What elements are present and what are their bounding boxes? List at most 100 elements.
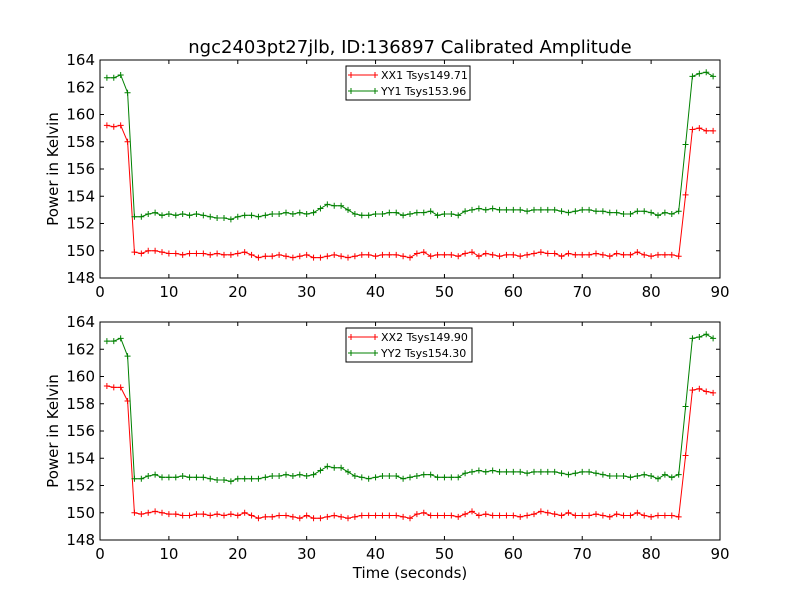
y-tick-label: 156: [66, 160, 95, 178]
legend-marker: [372, 334, 378, 340]
data-point: [200, 212, 207, 219]
data-point: [331, 251, 338, 258]
data-point: [296, 515, 303, 522]
data-point: [179, 472, 186, 479]
data-point: [145, 210, 152, 217]
data-point: [572, 208, 579, 215]
legend: [345, 65, 471, 101]
data-point: [386, 209, 393, 216]
data-point: [565, 509, 572, 516]
data-point: [531, 468, 537, 475]
data-point: [186, 212, 193, 219]
data-point: [455, 474, 462, 481]
data-point: [351, 472, 358, 479]
data-point: [131, 213, 138, 220]
data-point: [462, 470, 469, 477]
data-point: [606, 513, 613, 520]
data-point: [420, 509, 427, 516]
y-tick-label: 148: [66, 531, 95, 549]
data-point: [407, 515, 413, 522]
data-point: [407, 210, 413, 217]
data-point: [641, 512, 648, 519]
data-point: [345, 468, 351, 475]
data-point: [365, 212, 372, 219]
data-point: [351, 210, 358, 217]
data-point: [655, 251, 661, 258]
data-point: [145, 472, 152, 479]
x-tick-label: 20: [228, 283, 247, 301]
data-point: [331, 512, 338, 519]
data-point: [427, 253, 434, 260]
data-point: [303, 472, 310, 479]
y-tick-label: 164: [66, 51, 95, 69]
data-point: [551, 250, 558, 257]
data-point: [221, 215, 227, 222]
data-point: [310, 471, 317, 478]
data-point: [475, 205, 482, 212]
data-point: [358, 251, 365, 258]
data-point: [599, 208, 606, 215]
data-point: [565, 471, 572, 478]
data-point: [179, 251, 186, 258]
data-point: [689, 126, 696, 133]
data-point: [682, 452, 689, 459]
data-point: [586, 468, 593, 475]
data-point: [372, 210, 379, 217]
data-point: [262, 513, 269, 520]
data-point: [482, 511, 489, 518]
y-tick-label: 160: [66, 106, 95, 124]
legend-label: XX1 Tsys149.71: [381, 69, 468, 82]
data-point: [606, 472, 613, 479]
bottom-panel: 0 10 20 30 40 50 60 70 80 90 148 150 152 154 156 158 160…: [44, 313, 730, 563]
data-point: [668, 210, 675, 217]
data-point: [296, 471, 303, 478]
data-point: [165, 250, 172, 257]
data-point: [379, 251, 386, 258]
data-point: [627, 251, 634, 258]
data-point: [324, 463, 331, 470]
chart-title: ngc2403pt27jlb, ID:136897 Calibrated Amp…: [188, 37, 631, 58]
data-point: [124, 138, 131, 145]
data-point: [668, 251, 675, 258]
data-point: [221, 477, 227, 484]
data-point: [661, 471, 668, 478]
data-point: [703, 388, 710, 395]
data-point: [655, 475, 661, 482]
data-point: [627, 210, 634, 217]
data-point: [172, 511, 179, 518]
data-point: [537, 508, 544, 515]
data-point: [579, 468, 586, 475]
data-point: [420, 209, 427, 216]
data-point: [668, 512, 675, 519]
data-point: [448, 251, 455, 258]
data-point: [110, 338, 117, 345]
legend-marker: [372, 88, 378, 94]
data-point: [606, 209, 613, 216]
data-point: [448, 474, 455, 481]
data-point: [462, 511, 469, 518]
data-point: [503, 512, 510, 519]
data-point: [138, 213, 145, 220]
data-point: [241, 249, 248, 256]
data-point: [117, 122, 124, 129]
legend-marker: [372, 350, 378, 356]
data-point: [324, 513, 331, 520]
data-point: [165, 210, 172, 217]
data-point: [172, 212, 179, 219]
data-point: [558, 470, 565, 477]
data-point: [338, 464, 345, 471]
data-point: [627, 474, 634, 481]
data-point: [331, 202, 338, 209]
data-point: [710, 335, 717, 342]
data-point: [469, 206, 475, 213]
data-point: [262, 212, 269, 219]
data-point: [531, 206, 537, 213]
data-point: [689, 387, 696, 394]
x-tick-label: 0: [95, 545, 105, 563]
y-tick-label: 162: [66, 340, 95, 358]
y-tick-label: 154: [66, 449, 95, 467]
data-point: [289, 254, 296, 261]
data-point: [324, 201, 331, 208]
data-point: [358, 212, 365, 219]
data-point: [283, 471, 289, 478]
